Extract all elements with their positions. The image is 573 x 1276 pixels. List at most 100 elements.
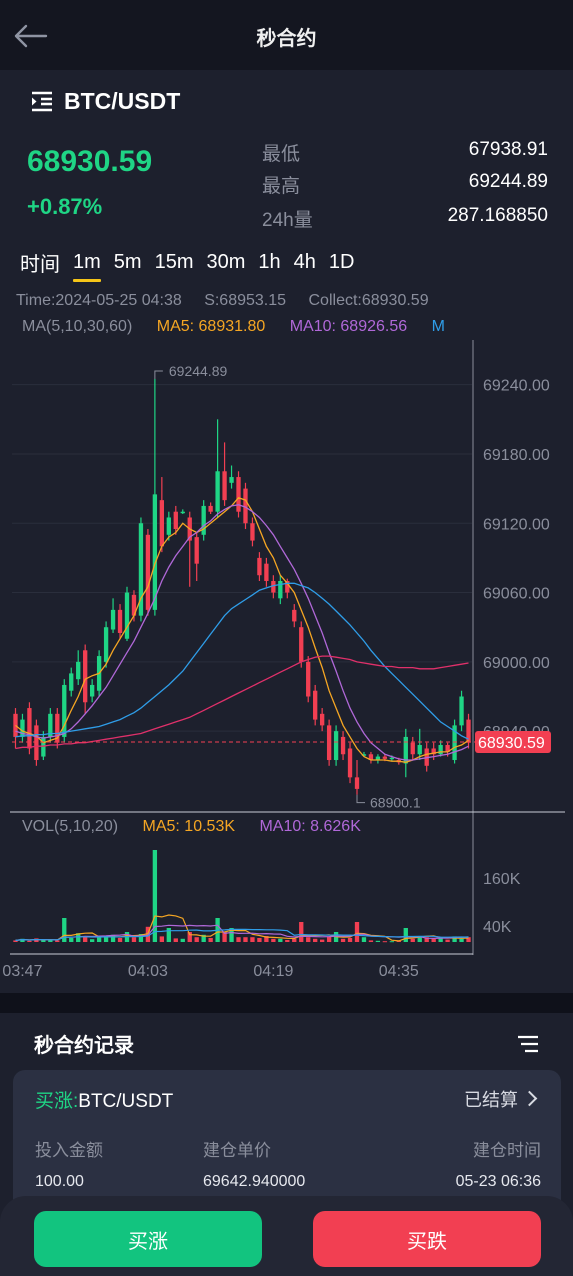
candle-body <box>417 745 422 755</box>
price-change: +0.87% <box>27 194 103 219</box>
section-divider <box>0 993 573 1013</box>
candle-body <box>152 494 158 610</box>
volume-bar <box>41 940 46 942</box>
candle-body <box>452 725 457 761</box>
candle-body <box>459 696 464 726</box>
record-direction-label: 买涨: <box>35 1091 79 1112</box>
volume-bar <box>424 937 429 942</box>
volume-bar <box>313 938 318 942</box>
volume-bar <box>319 939 325 942</box>
volume-bar <box>340 938 346 942</box>
volume-bar <box>292 938 297 942</box>
candle-body <box>368 754 374 761</box>
volume-bar <box>431 938 436 942</box>
candle-body <box>250 523 255 541</box>
tab-30m[interactable]: 30m <box>206 251 246 273</box>
info-start: S:68953.15 <box>204 292 287 309</box>
volume-bar <box>117 938 123 942</box>
price-tick-label: 69060.00 <box>483 586 550 603</box>
volume-bar <box>445 939 450 942</box>
candle-body <box>306 661 311 697</box>
candle-body <box>466 719 471 743</box>
ma5-line <box>15 497 469 763</box>
record-card[interactable]: 买涨:BTC/USDT 已结算 投入金额 建仓单价 建仓时间 100.00 69… <box>13 1070 561 1220</box>
candle-body <box>382 756 388 759</box>
volume-bar <box>194 937 199 942</box>
candle-body <box>110 609 116 630</box>
candle-body <box>69 673 74 691</box>
current-price: 68930.59 <box>27 145 153 178</box>
volume-bar <box>89 939 95 942</box>
candle-body <box>375 756 381 761</box>
tab-5m[interactable]: 5m <box>113 251 142 273</box>
chevron-right-icon <box>521 1090 538 1107</box>
tab-1d[interactable]: 1D <box>328 251 355 273</box>
volume-bar <box>229 928 234 942</box>
candle-body <box>48 713 53 737</box>
candlestick-chart[interactable]: 69240.00 69180.00 69120.00 69060.00 69000.00… <box>0 340 573 990</box>
chart-info-line: Time:2024-05-25 04:38 S:68953.15 Collect… <box>16 292 429 310</box>
amount-label: 投入金额 <box>35 1141 103 1160</box>
volume-ma5-line <box>15 914 469 942</box>
volume-bar <box>187 932 192 942</box>
volume-legend: VOL(5,10,20) MA5: 10.53K MA10: 8.626K <box>22 818 381 836</box>
volume-bar <box>201 934 206 942</box>
price-tick-label: 69120.00 <box>483 516 550 533</box>
candle-body <box>347 748 353 778</box>
volume-bar <box>20 938 25 942</box>
tab-15m[interactable]: 15m <box>154 251 194 273</box>
candle-body <box>117 609 123 633</box>
candle-body <box>278 581 283 599</box>
filter-icon[interactable] <box>516 1033 540 1055</box>
record-status[interactable]: 已结算 <box>464 1086 538 1112</box>
volume-bar <box>306 937 311 942</box>
vol-ma5-legend: MA5: 10.53K <box>142 818 236 835</box>
volume-bar <box>96 937 102 942</box>
info-time: Time:2024-05-25 04:38 <box>16 292 182 309</box>
amount-value: 100.00 <box>35 1173 84 1190</box>
tab-1h[interactable]: 1h <box>258 251 281 273</box>
entry-time-label: 建仓时间 <box>473 1141 541 1160</box>
record-symbol: BTC/USDT <box>78 1091 174 1112</box>
volume-bar <box>361 937 367 942</box>
candle-body <box>215 471 220 512</box>
volume-bar <box>264 936 269 942</box>
tab-4h[interactable]: 4h <box>293 251 316 273</box>
ma10-line <box>15 504 469 761</box>
symbol-selector[interactable]: BTC/USDT <box>30 86 180 116</box>
price-tick-label: 69180.00 <box>483 447 550 464</box>
candle-body <box>124 592 130 639</box>
candle-body <box>194 537 199 564</box>
tab-time[interactable]: 时间 <box>20 254 60 276</box>
candle-body <box>159 500 165 547</box>
buy-down-button[interactable]: 买跌 <box>313 1211 541 1267</box>
candle-body <box>27 708 32 749</box>
ma-legend-label: MA(5,10,30,60) <box>22 318 133 335</box>
min-price-label: 68900.1 <box>370 795 421 811</box>
high-value: 69244.89 <box>468 171 548 192</box>
entry-price-value: 69642.940000 <box>203 1173 306 1190</box>
candle-body <box>257 557 262 576</box>
candle-body <box>313 690 318 720</box>
volume-bar <box>131 937 137 942</box>
low-label: 最低 <box>262 144 301 165</box>
tab-1m[interactable]: 1m <box>73 251 101 282</box>
ma10-legend: MA10: 68926.56 <box>289 318 408 335</box>
volume-bar <box>110 934 116 942</box>
volume-bar <box>326 936 332 942</box>
back-arrow-icon[interactable] <box>12 20 48 52</box>
volume-bar <box>222 932 227 942</box>
buy-up-button[interactable]: 买涨 <box>34 1211 262 1267</box>
volume-value: 287.168850 <box>447 205 548 226</box>
time-tick-label: 04:03 <box>128 963 168 980</box>
volume-bar <box>236 937 241 942</box>
candle-body <box>138 523 144 616</box>
candle-body <box>333 731 339 761</box>
candle-body <box>166 517 171 535</box>
volume-bar <box>173 938 178 942</box>
volume-bar <box>103 936 109 942</box>
candle-body <box>410 742 415 755</box>
candle-body <box>145 534 151 610</box>
volume-bar <box>354 922 360 942</box>
volume-bar <box>83 936 88 942</box>
